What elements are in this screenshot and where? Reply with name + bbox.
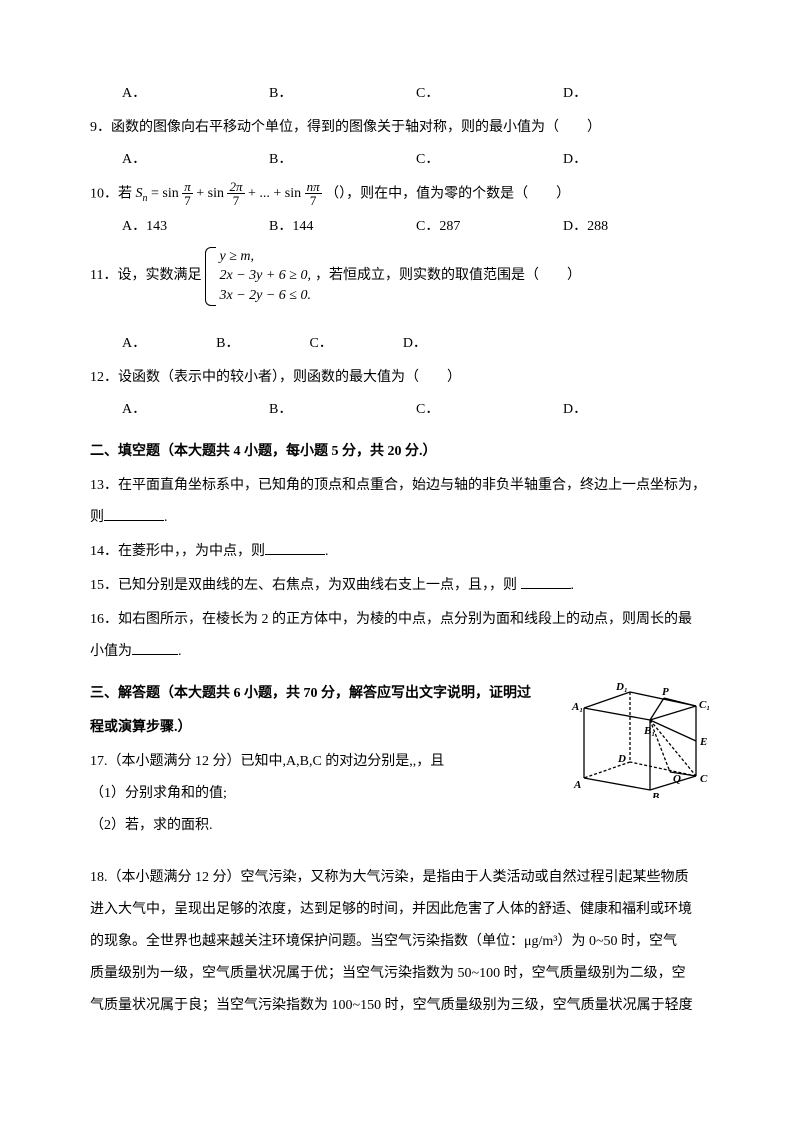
q10-opt-b: B．144 xyxy=(269,213,416,241)
cube-diagram: A₁ B₁ C₁ D₁ A B C D P E Q xyxy=(570,678,710,798)
q11-suffix: ，若恒成立，则实数的取值范围是（ ） xyxy=(315,262,581,290)
q8-options: A． B． C． D． xyxy=(90,80,710,108)
q18-l3: 的现象。全世界也越来越关注环境保护问题。当空气污染指数（单位：μg/m³）为 0… xyxy=(90,928,710,956)
q10-prefix: 10．若 xyxy=(90,187,132,202)
q12-opt-a: A． xyxy=(90,396,269,424)
q10-opt-a: A．143 xyxy=(90,213,269,241)
q14-blank xyxy=(265,541,325,555)
q18-l2: 进入大气中，呈现出足够的浓度，达到足够的时间，并因此危害了人体的舒适、健康和福利… xyxy=(90,896,710,924)
q12-text: 12．设函数（表示中的较小者），则函数的最大值为（ ） xyxy=(90,364,710,392)
q16-l2p: 小值为 xyxy=(90,644,132,659)
q14-prefix: 14．在菱形中，，为中点，则 xyxy=(90,544,265,559)
opt-a: A． xyxy=(90,80,269,108)
q11-prefix: 11．设，实数满足 xyxy=(90,262,201,290)
q15-blank xyxy=(521,575,571,589)
svg-text:C: C xyxy=(700,773,708,785)
q9: 9．函数的图像向右平移动个单位，得到的图像关于轴对称，则的最小值为（ ） A． … xyxy=(90,114,710,174)
q15: 15．已知分别是双曲线的左、右焦点，为双曲线右支上一点，且，，则 . xyxy=(90,572,710,600)
q16: 16．如右图所示，在棱长为 2 的正方体中，为棱的中点，点分别为面和线段上的动点… xyxy=(90,606,710,666)
svg-text:B: B xyxy=(651,791,659,798)
q13-l1: 13．在平面直角坐标系中，已知角的顶点和点重合，始边与轴的非负半轴重合，终边上一… xyxy=(90,472,710,500)
q10-opt-d: D．288 xyxy=(563,213,710,241)
section2-title: 二、填空题（本大题共 4 小题，每小题 5 分，共 20 分.） xyxy=(90,438,710,466)
svg-text:C₁: C₁ xyxy=(699,699,710,711)
q12-opt-b: B． xyxy=(269,396,416,424)
q11-opt-c: C． xyxy=(279,330,332,358)
q18-l5: 气质量状况属于良；当空气污染指数为 100~150 时，空气质量级别为三级，空气… xyxy=(90,992,710,1020)
q18-l4: 质量级别为一级，空气质量状况属于优；当空气污染指数为 50~100 时，空气质量… xyxy=(90,960,710,988)
q10: 10．若 Sn = sin π7 + sin 2π7 + ... + sin n… xyxy=(90,180,710,241)
q14: 14．在菱形中，，为中点，则. xyxy=(90,538,710,566)
q17: 17.（本小题满分 12 分）已知中,A,B,C 的对边分别是,,，且 （1）分… xyxy=(90,748,560,844)
q11-system: y ≥ m, 2x − 3y + 6 ≥ 0, 3x − 2y − 6 ≤ 0. xyxy=(205,247,311,306)
q16-l1: 16．如右图所示，在棱长为 2 的正方体中，为棱的中点，点分别为面和线段上的动点… xyxy=(90,606,710,634)
q17-l3: （2）若，求的面积. xyxy=(90,812,560,840)
q13-l2s: . xyxy=(164,510,168,525)
svg-text:A₁: A₁ xyxy=(571,701,583,713)
q9-opt-b: B． xyxy=(269,146,416,174)
q11-opt-d: D． xyxy=(373,330,427,358)
q15-prefix: 15．已知分别是双曲线的左、右焦点，为双曲线右支上一点，且，，则 xyxy=(90,578,521,593)
svg-text:P: P xyxy=(662,686,669,698)
q16-l2s: . xyxy=(178,644,182,659)
svg-text:B₁: B₁ xyxy=(643,725,655,737)
q11-opt-a: A． xyxy=(90,330,146,358)
q16-blank xyxy=(132,641,178,655)
q12: 12．设函数（表示中的较小者），则函数的最大值为（ ） A． B． C． D． xyxy=(90,364,710,424)
q9-opt-c: C． xyxy=(416,146,563,174)
section3-title-l1: 三、解答题（本大题共 6 小题，共 70 分，解答应写出文字说明，证明过 xyxy=(90,680,560,708)
q17-l2: （1）分别求角和的值; xyxy=(90,780,560,808)
opt-d: D． xyxy=(563,80,710,108)
svg-text:E: E xyxy=(699,736,707,748)
q11: 11．设，实数满足 y ≥ m, 2x − 3y + 6 ≥ 0, 3x − 2… xyxy=(90,247,710,358)
svg-text:D₁: D₁ xyxy=(615,681,628,693)
q15-suffix: . xyxy=(571,578,575,593)
svg-text:Q: Q xyxy=(673,773,681,785)
q14-suffix: . xyxy=(325,544,329,559)
q10-mid: （），则在中，值为零的个数是（ ） xyxy=(325,187,570,202)
q9-opt-d: D． xyxy=(563,146,710,174)
svg-text:A: A xyxy=(573,779,581,791)
q10-formula: Sn = sin π7 + sin 2π7 + ... + sin nπ7 xyxy=(136,180,322,209)
opt-c: C． xyxy=(416,80,563,108)
q18-l1: 18.（本小题满分 12 分）空气污染，又称为大气污染，是指由于人类活动或自然过… xyxy=(90,864,710,892)
q18: 18.（本小题满分 12 分）空气污染，又称为大气污染，是指由于人类活动或自然过… xyxy=(90,864,710,1020)
q12-opt-d: D． xyxy=(563,396,710,424)
q9-text: 9．函数的图像向右平移动个单位，得到的图像关于轴对称，则的最小值为（ ） xyxy=(90,114,710,142)
section3-title-l2: 程或演算步骤.） xyxy=(90,714,560,742)
svg-text:D: D xyxy=(617,753,626,765)
q10-opt-c: C．287 xyxy=(416,213,563,241)
q11-opt-b: B． xyxy=(186,330,239,358)
q13-l2p: 则 xyxy=(90,510,104,525)
q13-blank xyxy=(104,507,164,521)
q17-l1: 17.（本小题满分 12 分）已知中,A,B,C 的对边分别是,,，且 xyxy=(90,748,560,776)
q13: 13．在平面直角坐标系中，已知角的顶点和点重合，始边与轴的非负半轴重合，终边上一… xyxy=(90,472,710,532)
opt-b: B． xyxy=(269,80,416,108)
q9-opt-a: A． xyxy=(90,146,269,174)
q12-opt-c: C． xyxy=(416,396,563,424)
